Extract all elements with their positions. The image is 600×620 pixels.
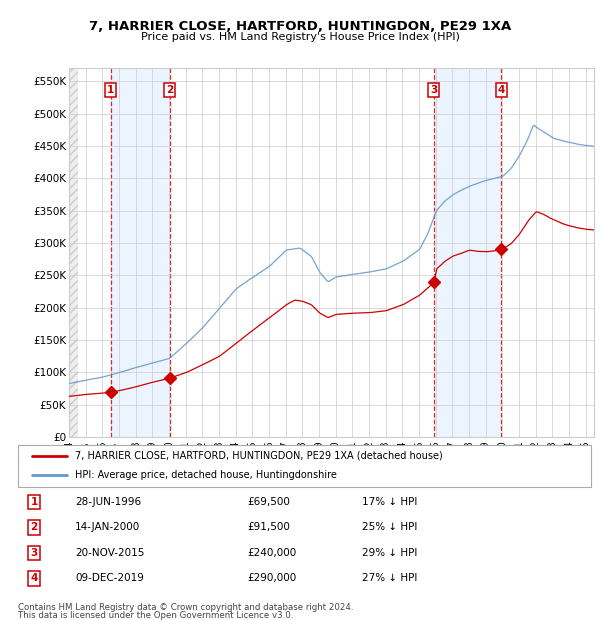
Text: 17% ↓ HPI: 17% ↓ HPI [362, 497, 417, 507]
Text: 2: 2 [31, 523, 38, 533]
Text: 7, HARRIER CLOSE, HARTFORD, HUNTINGDON, PE29 1XA: 7, HARRIER CLOSE, HARTFORD, HUNTINGDON, … [89, 20, 511, 33]
Text: This data is licensed under the Open Government Licence v3.0.: This data is licensed under the Open Gov… [18, 611, 293, 620]
Text: 27% ↓ HPI: 27% ↓ HPI [362, 574, 417, 583]
Text: HPI: Average price, detached house, Huntingdonshire: HPI: Average price, detached house, Hunt… [76, 471, 337, 480]
Text: 28-JUN-1996: 28-JUN-1996 [76, 497, 142, 507]
Text: 1: 1 [107, 85, 114, 95]
Text: 4: 4 [31, 574, 38, 583]
Bar [110, 68, 170, 437]
FancyBboxPatch shape [18, 445, 591, 487]
Text: 25% ↓ HPI: 25% ↓ HPI [362, 523, 417, 533]
Text: 14-JAN-2000: 14-JAN-2000 [76, 523, 140, 533]
Text: 3: 3 [430, 85, 437, 95]
Text: 1: 1 [31, 497, 38, 507]
Text: 20-NOV-2015: 20-NOV-2015 [76, 548, 145, 558]
Bar [434, 68, 502, 437]
Text: 3: 3 [31, 548, 38, 558]
Text: £69,500: £69,500 [247, 497, 290, 507]
Text: £91,500: £91,500 [247, 523, 290, 533]
Text: £240,000: £240,000 [247, 548, 296, 558]
Text: 09-DEC-2019: 09-DEC-2019 [76, 574, 144, 583]
Text: 4: 4 [497, 85, 505, 95]
Text: £290,000: £290,000 [247, 574, 296, 583]
Text: Price paid vs. HM Land Registry's House Price Index (HPI): Price paid vs. HM Land Registry's House … [140, 32, 460, 42]
Text: Contains HM Land Registry data © Crown copyright and database right 2024.: Contains HM Land Registry data © Crown c… [18, 603, 353, 612]
Bar [69, 68, 78, 437]
Text: 7, HARRIER CLOSE, HARTFORD, HUNTINGDON, PE29 1XA (detached house): 7, HARRIER CLOSE, HARTFORD, HUNTINGDON, … [76, 451, 443, 461]
Text: 29% ↓ HPI: 29% ↓ HPI [362, 548, 417, 558]
Text: 2: 2 [166, 85, 173, 95]
